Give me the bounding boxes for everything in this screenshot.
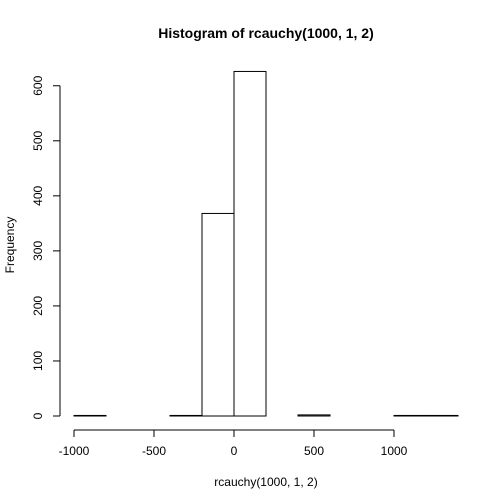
x-axis-label: rcauchy(1000, 1, 2) bbox=[214, 475, 317, 489]
histogram-bars bbox=[73, 70, 459, 417]
histogram-bar bbox=[297, 414, 331, 417]
y-axis: 0 100 200 300 400 500 600 bbox=[31, 75, 61, 419]
histogram-bar bbox=[201, 212, 235, 417]
y-tick-label: 400 bbox=[31, 186, 45, 206]
y-tick-label: 100 bbox=[31, 351, 45, 371]
y-axis-label: Frequency bbox=[3, 217, 17, 274]
y-tick-label: 600 bbox=[31, 75, 45, 95]
histogram-bar bbox=[73, 414, 107, 417]
y-tick-label: 300 bbox=[31, 241, 45, 261]
histogram-bar bbox=[425, 414, 459, 417]
x-tick-label: -1000 bbox=[59, 444, 90, 458]
histogram-bar bbox=[169, 414, 203, 417]
x-tick-label: 1000 bbox=[381, 444, 408, 458]
histogram-bar bbox=[393, 414, 427, 417]
x-axis: -1000 -500 0 500 1000 bbox=[59, 429, 408, 458]
x-tick-label: 0 bbox=[231, 444, 238, 458]
y-tick-label: 500 bbox=[31, 130, 45, 150]
histogram-bar bbox=[233, 70, 267, 417]
chart-title: Histogram of rcauchy(1000, 1, 2) bbox=[158, 25, 374, 41]
x-tick-label: 500 bbox=[304, 444, 324, 458]
y-tick-label: 0 bbox=[31, 412, 45, 419]
y-tick-label: 200 bbox=[31, 296, 45, 316]
x-tick-label: -500 bbox=[142, 444, 166, 458]
